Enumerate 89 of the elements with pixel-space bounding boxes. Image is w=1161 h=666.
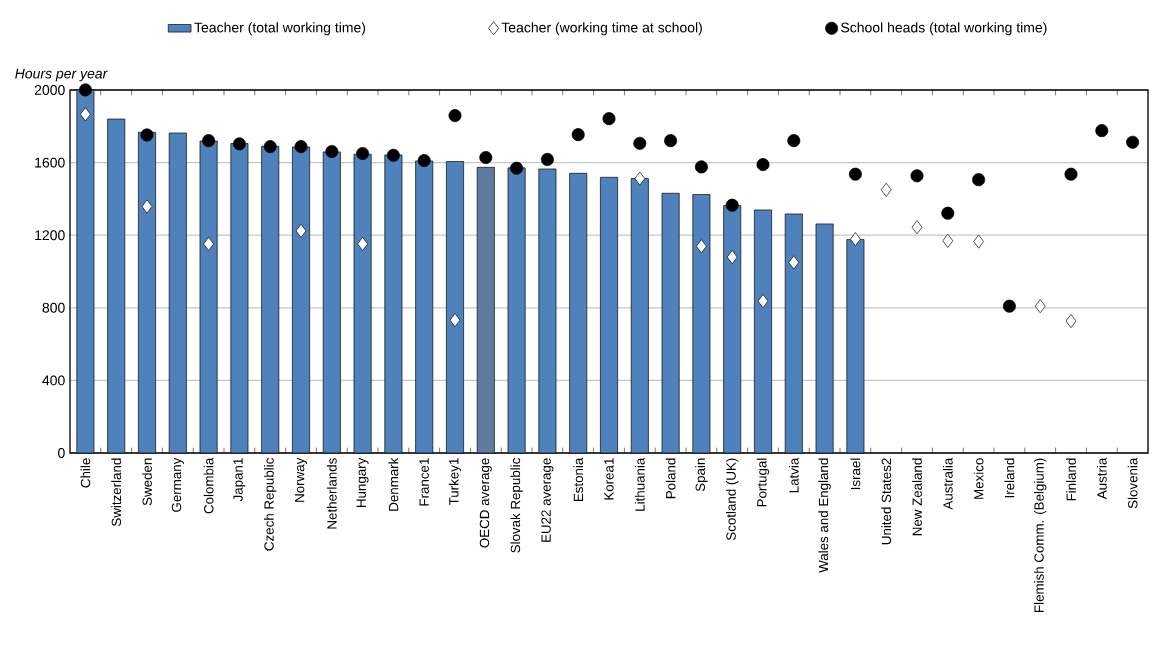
x-tick-label: United States2 [881,458,892,545]
point [696,239,707,254]
y-axis-title: Hours per year [15,68,108,82]
point [602,112,616,126]
point [510,161,524,175]
y-tick-label: 2000 [34,85,65,95]
point [757,294,769,309]
point [972,173,986,187]
point [571,128,585,142]
point [1002,299,1016,313]
x-tick-label: Lithuania [634,457,645,511]
x-tick-label: Flemish Comm. (Belgium) [1033,458,1047,612]
y-tick-label: 1200 [35,230,65,241]
point [232,137,246,151]
x-tick-label: Australia [942,457,953,510]
point [140,128,154,142]
x-tick-label: Switzerland [111,458,122,527]
point [787,134,801,148]
point [78,83,92,97]
point [203,236,214,251]
y-tick-label: 800 [42,302,65,313]
x-tick-label: Spain [695,458,708,492]
point [448,109,462,123]
point [850,232,861,247]
point [417,154,431,168]
x-tick-label: Korea1 [604,458,614,500]
point [633,136,647,150]
x-tick-label: Wales and England [818,458,831,573]
x-tick-label: Israel [850,458,861,490]
point [1126,135,1140,149]
x-tick-label: Czech Republic [263,458,277,551]
x-tick-label: Ireland [1004,458,1015,498]
x-tick-label: OECD average [479,458,492,548]
point [973,234,984,249]
x-tick-label: Denmark [388,457,399,511]
x-tick-label: Portugal [756,458,770,507]
x-tick-label: Chile [80,458,91,488]
point [141,199,153,214]
y-tick-label: 400 [42,375,65,386]
point [386,148,400,162]
x-tick-label: Slovak Republic [510,458,523,553]
x-tick-label: Estonia [573,457,584,502]
legend-label: Teacher (working time at school) [501,22,702,36]
legend-label: Teacher (total working time) [194,22,366,36]
x-tick-label: New Zealand [912,458,922,536]
x-tick-label: France1 [419,458,429,506]
point [634,171,646,186]
point [263,140,277,154]
x-tick-label: Poland [665,458,676,499]
x-tick-label: EU22 average [541,458,554,542]
point [664,134,678,148]
x-tick-label: Hungary [356,457,369,508]
point [325,145,339,158]
point [356,147,370,160]
x-tick-label: Austria [1096,457,1107,500]
point [725,198,739,212]
x-tick-label: Turkey1 [448,458,462,506]
x-tick-label: Sweden [142,458,152,506]
point [694,160,708,174]
x-tick-label: Netherlands [326,458,337,529]
point [540,153,554,166]
point [1095,124,1109,138]
point [357,236,368,251]
x-tick-label: Germany [171,457,184,512]
point [941,206,955,220]
point [1064,167,1078,181]
point [80,107,91,122]
x-tick-label: Slovenia [1127,457,1138,509]
point [848,167,862,181]
point [479,151,493,164]
x-tick-label: Finland [1066,458,1076,501]
point [295,223,307,238]
point [1034,299,1046,314]
y-tick-label: 0 [58,448,65,458]
x-tick-label: Scotland (UK) [725,458,739,541]
x-tick-label: Latvia [788,457,799,493]
x-tick-label: Japan1 [233,458,246,502]
x-tick-label: Mexico [973,458,984,499]
point [788,255,800,270]
point [202,134,216,148]
legend-label: School heads (total working time) [841,22,1047,36]
y-tick-label: 1600 [35,157,65,168]
point [756,158,770,172]
point [910,169,924,183]
x-tick-label: Norway [295,457,307,502]
point [726,250,738,265]
point [294,140,308,154]
x-tick-label: Colombia [203,457,214,514]
point [449,313,461,328]
